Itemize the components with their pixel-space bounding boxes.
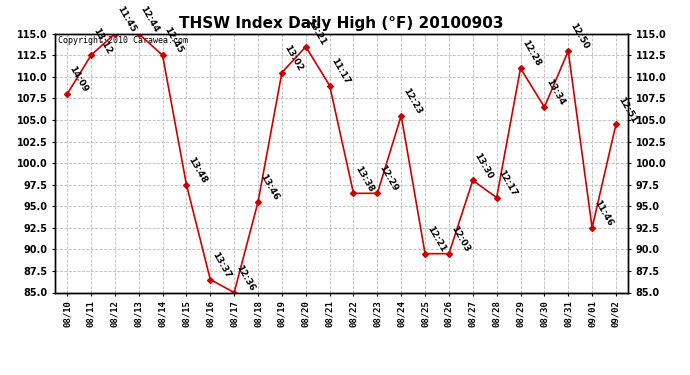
Text: 13:38: 13:38: [353, 164, 375, 194]
Text: 11:45: 11:45: [115, 4, 137, 34]
Text: 13:30: 13:30: [473, 151, 495, 180]
Text: 12:44: 12:44: [139, 4, 161, 34]
Text: 13:12: 13:12: [91, 26, 113, 56]
Text: 13:02: 13:02: [282, 44, 304, 73]
Text: 11:17: 11:17: [330, 56, 352, 86]
Text: 13:46: 13:46: [258, 172, 280, 202]
Text: 12:36: 12:36: [234, 263, 256, 292]
Text: 12:50: 12:50: [569, 22, 590, 51]
Text: 12:29: 12:29: [377, 164, 400, 194]
Text: 14:09: 14:09: [67, 65, 89, 94]
Text: 13:48: 13:48: [186, 155, 208, 185]
Text: 13:37: 13:37: [210, 250, 233, 280]
Text: 12:28: 12:28: [520, 39, 542, 68]
Text: 12:51: 12:51: [616, 95, 638, 124]
Text: 12:45: 12:45: [163, 26, 185, 56]
Text: 13:34: 13:34: [544, 78, 566, 107]
Text: 12:17: 12:17: [497, 168, 519, 198]
Text: 11:46: 11:46: [592, 198, 614, 228]
Text: 12:21: 12:21: [425, 224, 447, 254]
Text: Copyright 2010 Carawea.com: Copyright 2010 Carawea.com: [58, 36, 188, 45]
Text: 12:03: 12:03: [449, 225, 471, 254]
Title: THSW Index Daily High (°F) 20100903: THSW Index Daily High (°F) 20100903: [179, 16, 504, 31]
Text: 13:21: 13:21: [306, 17, 328, 47]
Text: 12:23: 12:23: [401, 86, 423, 116]
